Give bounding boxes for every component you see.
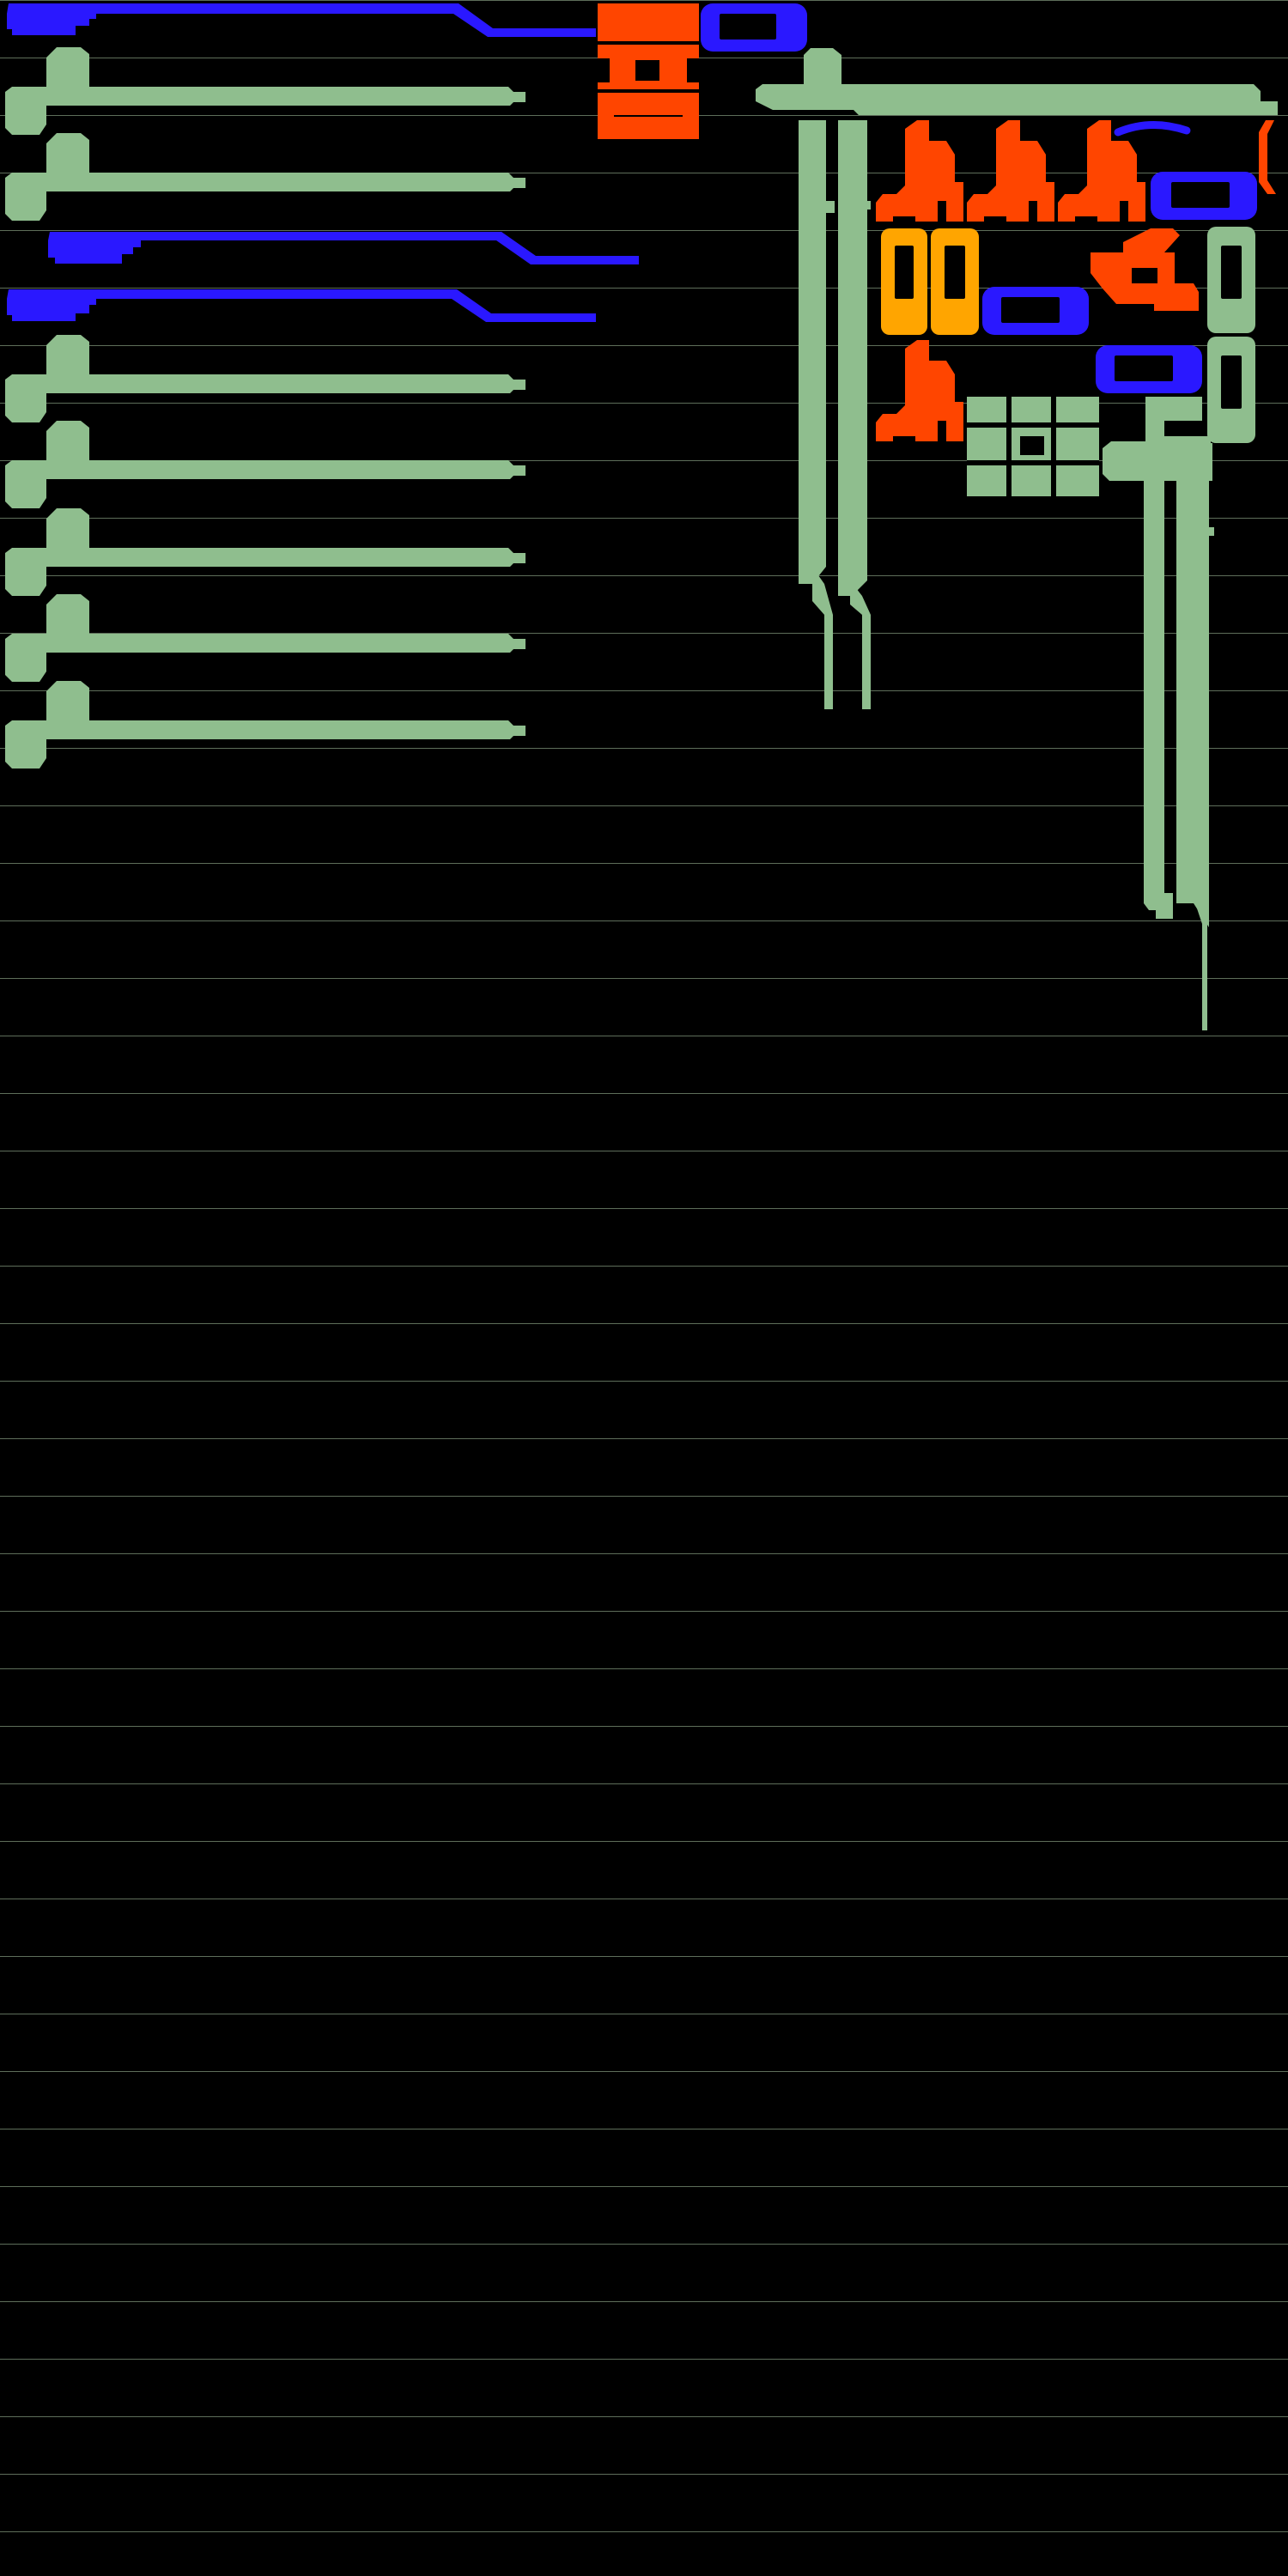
green-strip-2 (5, 133, 526, 221)
blue-clip-right (1151, 172, 1257, 220)
green-strip-5 (5, 508, 526, 596)
red-finger-1 (876, 120, 963, 222)
red-block-top (598, 3, 699, 139)
green-bus-vertical-c (1176, 441, 1214, 927)
green-vertical-bar-b (812, 567, 833, 709)
blue-clip-lower (1096, 345, 1202, 393)
green-strip-4 (5, 421, 526, 508)
blue-clip-middle (982, 287, 1089, 335)
blue-route-lower (7, 289, 596, 322)
green-vertical-bar-c (838, 120, 871, 596)
red-finger-4 (876, 340, 963, 441)
green-strip-1 (5, 47, 526, 135)
green-bus-vertical-b (1156, 893, 1173, 919)
green-vertical-bar-a (799, 120, 835, 584)
green-frame-top (756, 48, 1278, 115)
red-connector-notch (1132, 268, 1157, 283)
blue-route-middle (48, 232, 639, 264)
green-bus-vertical-a (1144, 441, 1164, 910)
red-finger-2 (967, 120, 1054, 222)
blue-clip-top (701, 3, 807, 52)
amber-capsule-1 (881, 228, 927, 335)
green-strip-7 (5, 681, 526, 769)
blue-arc (1114, 121, 1191, 137)
green-capsule-1 (1207, 227, 1255, 333)
green-h-block (967, 397, 1099, 496)
green-capsule-2 (1207, 337, 1255, 443)
green-strip-6 (5, 594, 526, 682)
blue-route-top (7, 3, 596, 37)
green-vertical-bar-d (850, 580, 871, 709)
red-finger-3 (1058, 120, 1145, 222)
green-strip-3 (5, 335, 526, 422)
amber-capsule-2 (931, 228, 979, 335)
green-bus-vertical-d (1195, 903, 1207, 1030)
red-bracket (1259, 120, 1276, 194)
